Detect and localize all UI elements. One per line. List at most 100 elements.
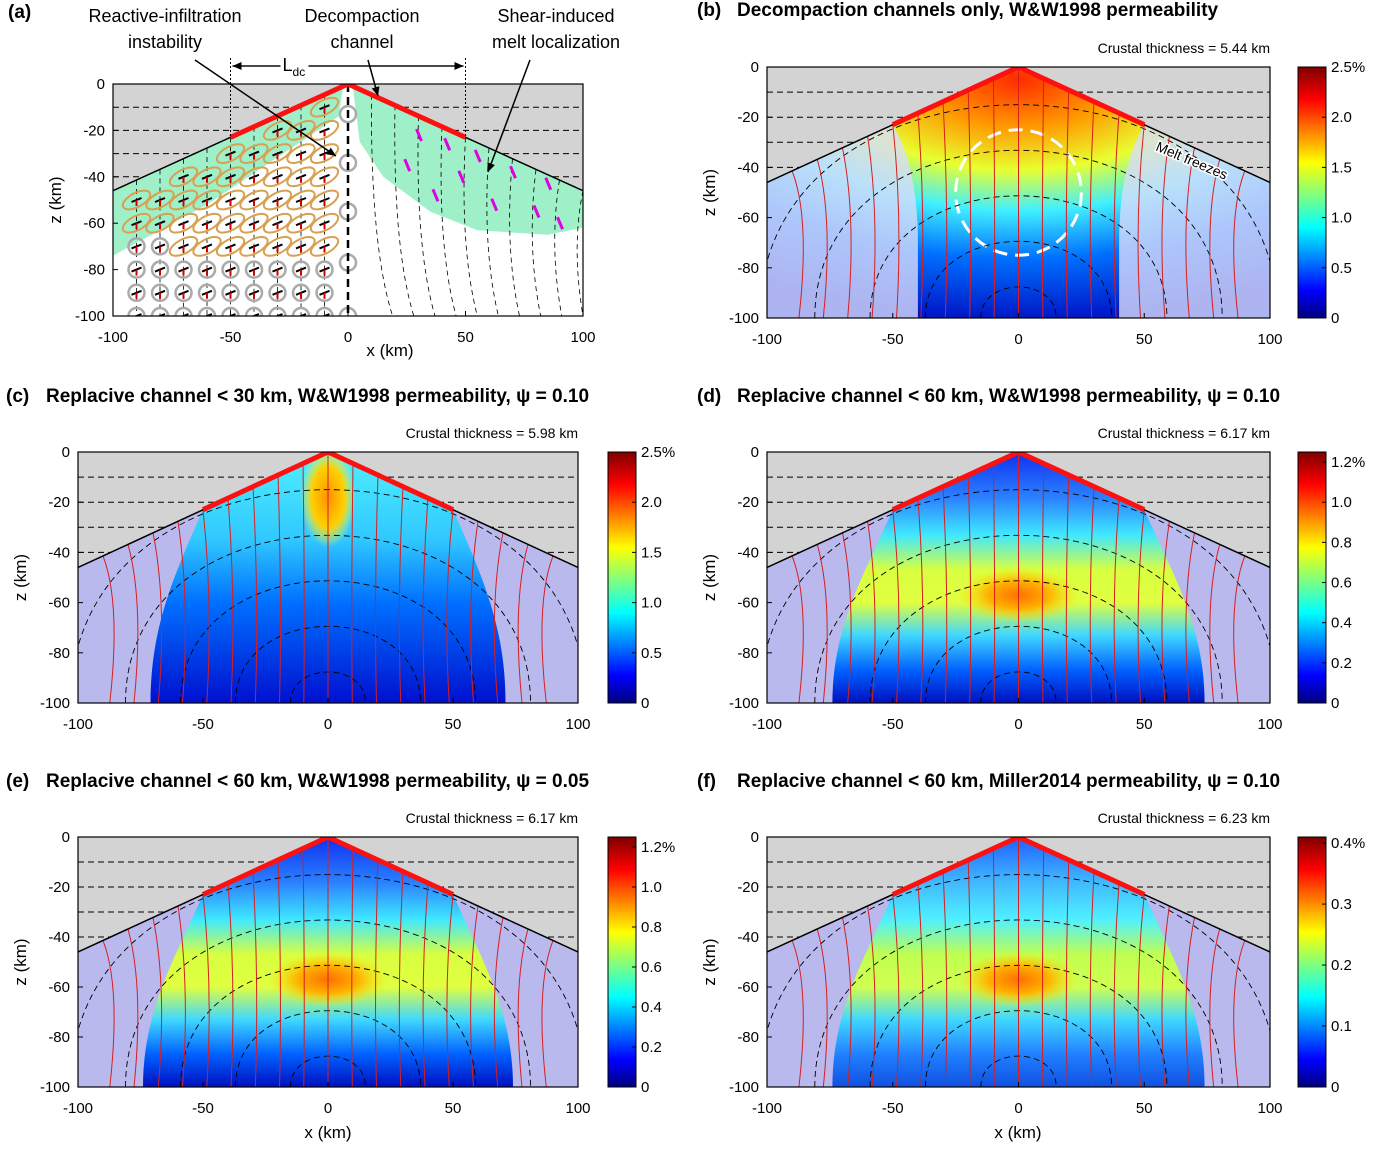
colorbar-tick-label: 0.8: [641, 919, 662, 936]
streamline: [394, 105, 415, 316]
dimension-bg: [280, 56, 309, 78]
y-tick-label: -80: [83, 262, 105, 279]
streamline: [517, 544, 529, 703]
x-tick-label: 0: [1014, 716, 1022, 733]
colorbar-tick-label: 1.0: [641, 595, 662, 612]
y-tick-label: -80: [737, 260, 759, 277]
streamline: [1065, 90, 1070, 318]
x-axis-label: x (km): [304, 1123, 351, 1142]
grain: [286, 143, 316, 164]
grain: [309, 166, 340, 188]
grain: [286, 166, 316, 188]
grain: [127, 283, 146, 303]
shear-band: [473, 149, 482, 163]
y-tick-label: -20: [83, 122, 105, 139]
x-tick-label: 0: [344, 329, 352, 346]
streamline: [177, 905, 186, 1087]
x-tick-label: 100: [1257, 1100, 1282, 1117]
y-tick-label: -40: [737, 159, 759, 176]
extraction-zone: [201, 837, 455, 897]
y-tick-label: -60: [737, 210, 759, 227]
y-tick-label: -100: [40, 695, 70, 712]
x-tick-label: 0: [324, 1100, 332, 1117]
grain: [239, 166, 269, 188]
x-tick-label: -50: [192, 716, 214, 733]
streamline: [942, 486, 948, 703]
grain: [168, 189, 199, 211]
fabric: [180, 313, 189, 316]
streamline: [1065, 859, 1070, 1087]
streamline: [202, 509, 210, 703]
grain: [286, 120, 316, 141]
panel-label: (a): [8, 2, 31, 23]
plot-area: [113, 84, 583, 316]
streamline: [816, 544, 828, 703]
annotation: Decompaction: [304, 6, 419, 26]
x-tick-label: -100: [752, 716, 782, 733]
grain: [239, 143, 269, 164]
shear-band: [403, 158, 412, 172]
streamline: [102, 555, 115, 703]
streamline: [917, 113, 924, 318]
x-tick-label: 50: [1136, 1100, 1153, 1117]
streamline: [1209, 544, 1221, 703]
annotation-arrow: [487, 59, 531, 173]
grain: [192, 236, 222, 257]
y-tick-label: -40: [83, 169, 105, 186]
shear-band: [431, 188, 440, 202]
panel-title: Replacive channel < 60 km, W&W1998 perme…: [46, 771, 589, 792]
colorbar: [1297, 66, 1327, 319]
streamline: [1209, 928, 1221, 1087]
annotation: instability: [128, 32, 202, 52]
colorbar-tick-label: 1.5: [1331, 159, 1352, 176]
x-tick-label: 100: [565, 716, 590, 733]
streamline: [867, 905, 876, 1087]
plot-area: [767, 67, 1270, 318]
panel-subtitle: Crustal thickness = 5.98 km: [406, 425, 578, 441]
colorbar: [1297, 836, 1327, 1088]
y-tick-label: -60: [83, 215, 105, 232]
panel-title: Replacive channel < 60 km, Miller2014 pe…: [737, 771, 1280, 792]
colorbar-tick-label: 0.6: [641, 959, 662, 976]
y-tick-label: -20: [48, 494, 70, 511]
dimension-label-sub: dc: [293, 65, 306, 79]
x-tick-label: -50: [882, 1100, 904, 1117]
extraction-zone: [891, 452, 1146, 512]
grain: [286, 212, 316, 234]
streamline: [967, 90, 972, 318]
colorbar-tick-label: 0: [1331, 310, 1339, 327]
shear-band: [443, 137, 452, 151]
y-tick-label: -20: [737, 494, 759, 511]
x-tick-label: -100: [752, 1100, 782, 1117]
y-tick-label: -60: [737, 595, 759, 612]
grain: [150, 283, 170, 303]
colorbar: [607, 451, 637, 704]
grain: [215, 236, 246, 257]
y-tick-label: -20: [737, 109, 759, 126]
grain: [174, 283, 193, 303]
y-tick-label: -20: [48, 879, 70, 896]
annotation: Reactive-infiltration: [88, 6, 241, 26]
grain: [192, 166, 222, 188]
annotation: channel: [330, 32, 393, 52]
streamline: [152, 917, 163, 1087]
grain: [215, 143, 246, 164]
y-tick-label: -100: [729, 1079, 759, 1096]
grain: [197, 306, 217, 316]
streamline: [102, 940, 115, 1087]
grain: [286, 236, 316, 257]
annotation-arrow: [194, 59, 337, 157]
grain: [309, 236, 340, 257]
colorbar-tick-label: 1.5: [641, 544, 662, 561]
grain: [215, 189, 246, 211]
streamline: [127, 544, 139, 703]
x-axis-label: x (km): [366, 341, 413, 360]
streamline: [1161, 905, 1170, 1087]
grain: [244, 306, 264, 316]
streamline: [1185, 532, 1195, 703]
y-axis-label: z (km): [11, 554, 30, 601]
streamline: [277, 475, 281, 703]
colorbar-tick-label: 0.3: [1331, 896, 1352, 913]
streamline: [375, 859, 379, 1087]
streamline: [252, 871, 258, 1087]
